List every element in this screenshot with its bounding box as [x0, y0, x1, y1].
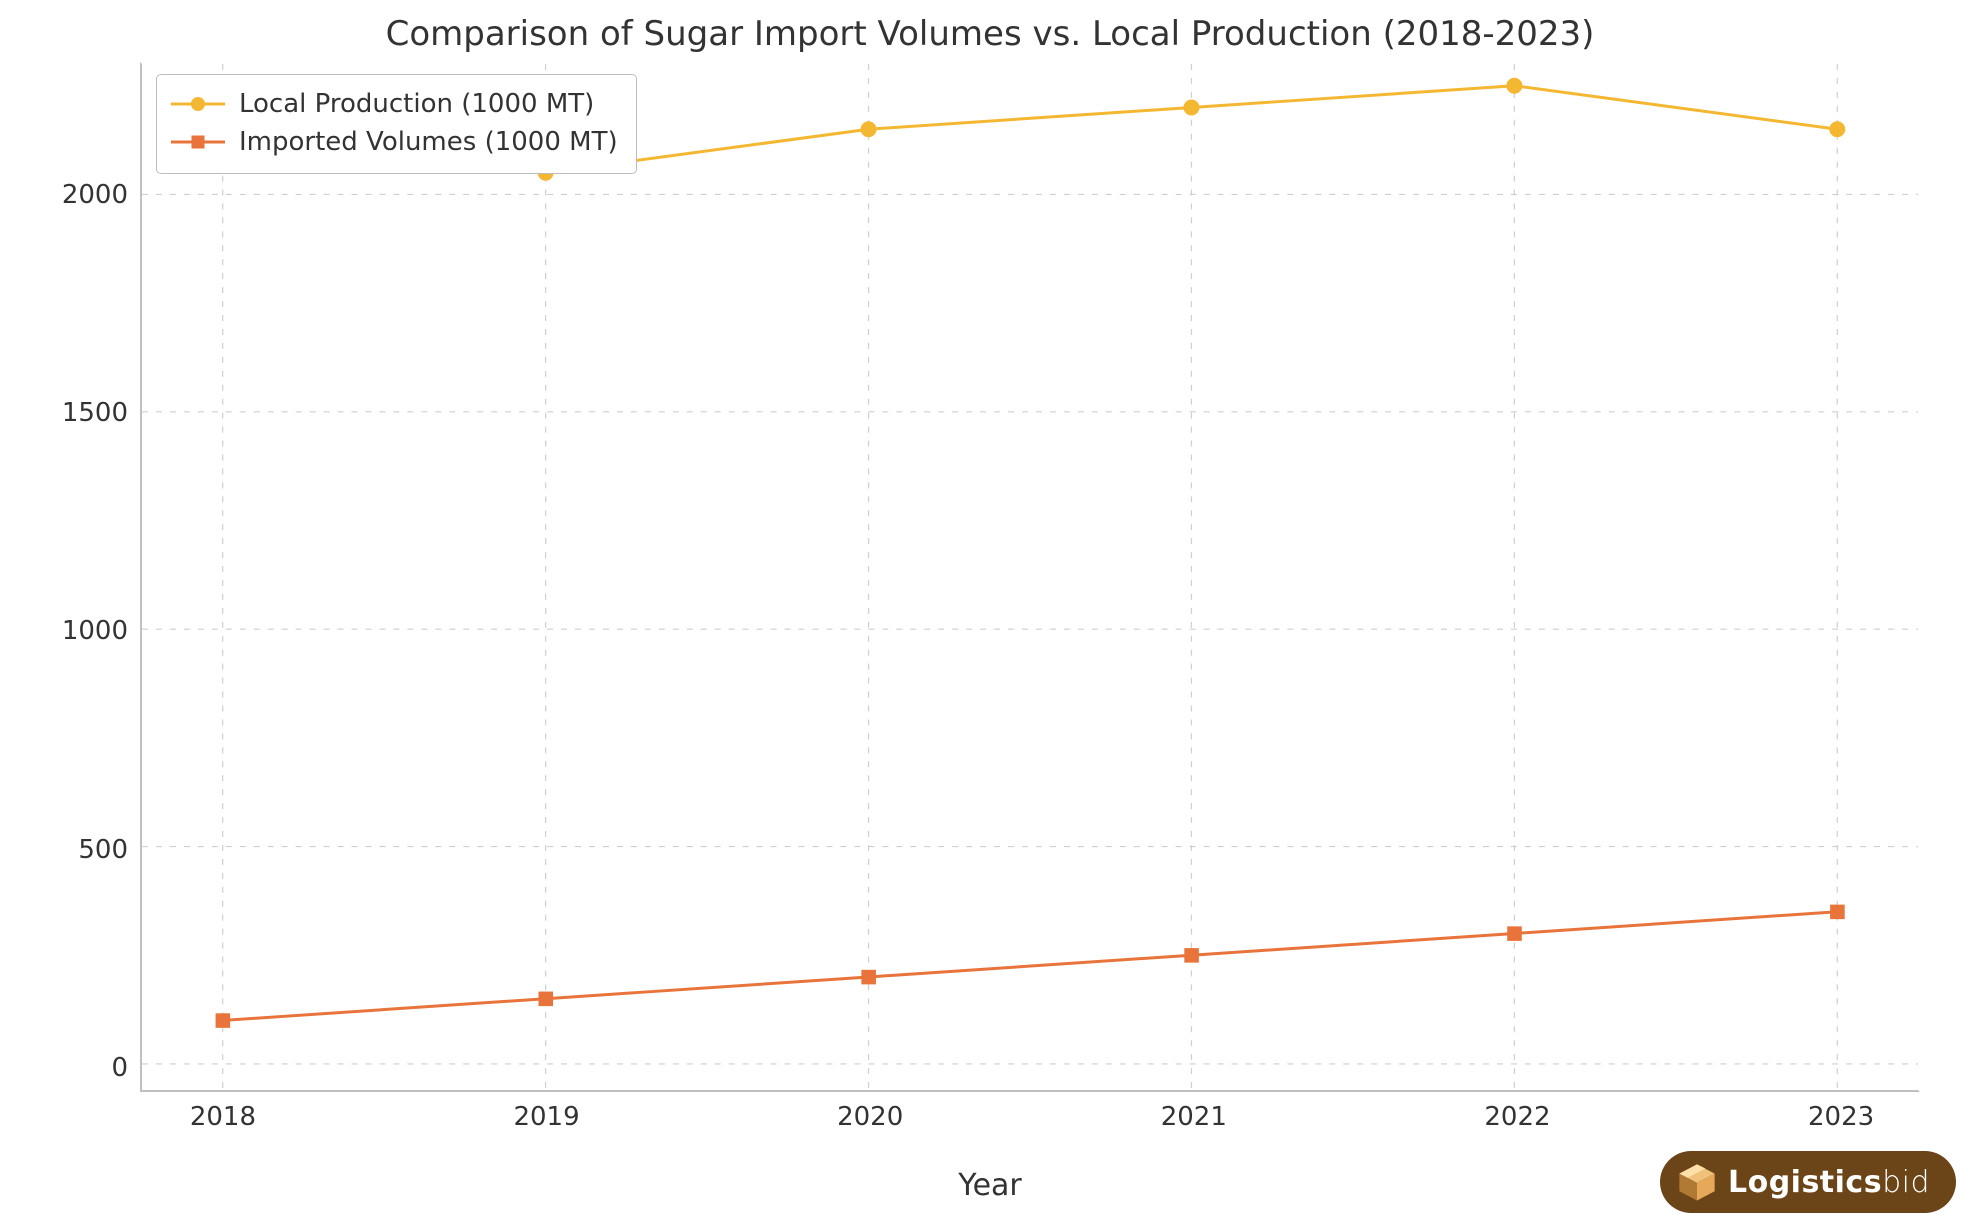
marker-imported_volumes — [862, 970, 876, 984]
x-tick-label: 2021 — [1161, 1090, 1227, 1132]
y-tick-label: 2000 — [62, 180, 142, 210]
y-tick-label: 0 — [111, 1053, 142, 1083]
marker-imported_volumes — [1508, 927, 1522, 941]
plot-area: Local Production (1000 MT) Imported Volum… — [140, 62, 1920, 1092]
marker-imported_volumes — [1831, 905, 1845, 919]
legend: Local Production (1000 MT) Imported Volum… — [156, 74, 637, 174]
marker-local_production — [1830, 122, 1845, 137]
marker-imported_volumes — [539, 992, 553, 1006]
marker-local_production — [861, 122, 876, 137]
chart-title: Comparison of Sugar Import Volumes vs. L… — [0, 14, 1980, 54]
legend-swatch — [171, 94, 225, 114]
marker-local_production — [1507, 78, 1522, 93]
y-tick-label: 500 — [78, 835, 142, 865]
y-tick-label: 1000 — [62, 616, 142, 646]
logo-text-strong: Logistics — [1728, 1165, 1882, 1200]
logo-text-light: bid — [1882, 1165, 1930, 1200]
series-line-imported_volumes — [223, 912, 1838, 1021]
legend-item-local_production: Local Production (1000 MT) — [171, 85, 618, 123]
box-icon — [1676, 1161, 1718, 1203]
legend-label: Local Production (1000 MT) — [239, 89, 594, 119]
legend-label: Imported Volumes (1000 MT) — [239, 127, 618, 157]
x-tick-label: 2019 — [513, 1090, 579, 1132]
chart-figure: Comparison of Sugar Import Volumes vs. L… — [0, 0, 1980, 1231]
x-tick-label: 2020 — [837, 1090, 903, 1132]
x-tick-label: 2023 — [1808, 1090, 1874, 1132]
logisticsbid-logo: Logisticsbid — [1660, 1151, 1956, 1213]
marker-local_production — [1184, 100, 1199, 115]
x-tick-label: 2018 — [190, 1090, 256, 1132]
legend-swatch — [171, 132, 225, 152]
marker-imported_volumes — [216, 1014, 230, 1028]
y-tick-label: 1500 — [62, 398, 142, 428]
logo-text: Logisticsbid — [1728, 1165, 1930, 1200]
marker-imported_volumes — [1185, 949, 1199, 963]
legend-item-imported_volumes: Imported Volumes (1000 MT) — [171, 123, 618, 161]
x-tick-label: 2022 — [1484, 1090, 1550, 1132]
